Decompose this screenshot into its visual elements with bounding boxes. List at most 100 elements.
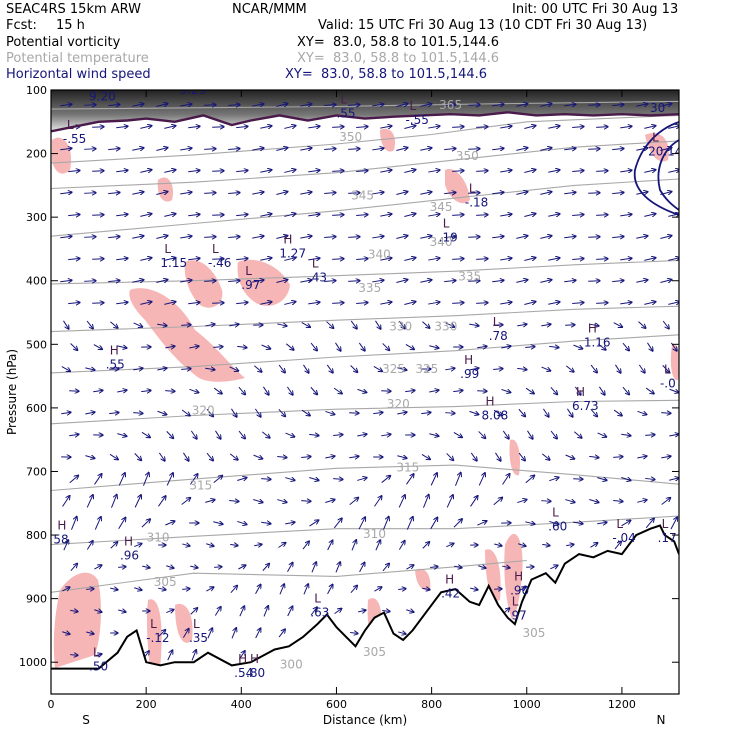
wind-arrow	[301, 409, 310, 416]
negative-pv-blob	[509, 439, 520, 476]
wind-arrow	[493, 325, 503, 326]
wind-arrow	[309, 520, 319, 527]
pv-extremum-letter: H	[124, 534, 133, 548]
wind-arrow	[276, 192, 288, 195]
y-tick-label: 800	[26, 529, 47, 542]
wind-arrow	[324, 149, 336, 150]
wind-arrow	[301, 457, 311, 458]
pv-extremum-value: 1.16	[584, 335, 611, 349]
wind-arrow	[284, 214, 296, 217]
wind-arrow	[372, 104, 384, 106]
wind-arrow	[237, 521, 247, 524]
wind-arrow	[500, 258, 512, 260]
pv-extremum-value: 6.73	[572, 399, 599, 413]
wind-arrow	[308, 302, 320, 304]
wind-arrow	[71, 516, 76, 530]
dynamic-tropopause	[51, 111, 679, 133]
wind-arrow	[61, 412, 71, 413]
pv-extremum-value: .99	[460, 367, 479, 381]
theta-label: 345	[351, 188, 374, 202]
wind-arrow	[62, 587, 70, 592]
wind-arrow	[549, 477, 559, 480]
pv-extremum-letter: L	[150, 617, 157, 631]
wind-arrow	[261, 479, 271, 480]
wind-arrow	[230, 544, 238, 545]
contour-labels: 365 350 350 345 345 340 340 335 335 330 330 325 325 3…	[53, 90, 679, 680]
wind-arrow	[348, 237, 360, 238]
y-tick-label: 300	[26, 211, 47, 224]
wind-arrow	[406, 474, 413, 485]
wind-arrow	[157, 410, 166, 414]
wind-arrow	[494, 589, 502, 590]
wind-arrow	[326, 364, 333, 373]
wind-arrow	[180, 104, 192, 106]
wind-arrow	[213, 387, 222, 394]
wind-arrow	[597, 522, 607, 523]
wind-arrow	[358, 517, 365, 530]
forecast-label: Fcst:	[6, 18, 37, 33]
pv-extremum-letter: H	[486, 394, 495, 408]
wind-arrow	[236, 214, 248, 215]
wind-arrow	[276, 148, 288, 151]
wind-arrow	[396, 280, 408, 283]
wind-arrow	[382, 343, 390, 350]
wind-arrow	[206, 408, 213, 417]
wind-arrow	[541, 324, 551, 326]
wind-arrow	[525, 475, 535, 484]
wind-arrow	[620, 302, 632, 304]
pv-extremum-letter: L	[469, 181, 476, 195]
wind-arrow	[285, 522, 295, 524]
wind-arrow	[238, 651, 245, 660]
wind-arrow	[596, 215, 608, 216]
wind-arrow	[636, 236, 648, 239]
theta-label: 335	[458, 270, 481, 284]
wind-arrow	[116, 170, 128, 172]
wind-arrow	[644, 258, 656, 261]
wind-arrow	[156, 104, 168, 107]
wind-arrow	[358, 342, 365, 351]
wind-arrow	[549, 521, 559, 524]
wind-arrow	[335, 342, 340, 351]
wind-arrow	[478, 566, 486, 569]
wind-arrow	[332, 127, 344, 128]
wind-arrow	[589, 500, 599, 503]
wind-arrow	[613, 500, 623, 501]
wind-arrow	[477, 391, 487, 392]
wind-arrow	[382, 611, 390, 612]
wind-arrow	[524, 126, 536, 129]
wind-arrow	[116, 302, 128, 304]
wind-arrow	[420, 148, 432, 151]
pv-extremum-letter: L	[512, 595, 519, 609]
wind-arrow	[231, 408, 237, 417]
wind-arrow	[420, 280, 432, 283]
wind-arrow	[495, 452, 500, 461]
wind-arrow	[548, 170, 560, 172]
theta-label: 325	[415, 362, 438, 376]
pv-extremum-value: .19	[439, 230, 458, 244]
wind-arrow	[140, 170, 152, 173]
wind-arrow	[285, 478, 295, 481]
wind-arrow	[500, 170, 512, 172]
wind-arrow	[277, 456, 287, 457]
wind-arrow	[492, 192, 504, 194]
wind-arrow	[278, 408, 286, 416]
wind-arrow	[476, 215, 488, 216]
wind-arrow	[116, 214, 128, 216]
wind-arrow	[453, 519, 462, 528]
wind-arrow	[236, 170, 248, 171]
wind-arrow	[565, 365, 574, 372]
theta-label: 315	[396, 460, 419, 474]
pv-extremum-letter: L	[409, 99, 416, 113]
wind-arrow	[183, 452, 188, 461]
wind-arrow	[564, 192, 576, 194]
wind-arrow	[478, 473, 485, 486]
wind-arrow	[118, 567, 126, 568]
pv-extremum-letter: L	[664, 363, 671, 377]
wind-arrow	[357, 478, 367, 481]
wind-arrow	[68, 170, 80, 171]
wind-arrow	[540, 104, 552, 107]
model-title: SEAC4RS 15km ARW	[6, 2, 142, 17]
wind-arrow	[350, 585, 358, 594]
wind-arrow	[261, 431, 270, 438]
isentrope-340	[51, 178, 679, 237]
